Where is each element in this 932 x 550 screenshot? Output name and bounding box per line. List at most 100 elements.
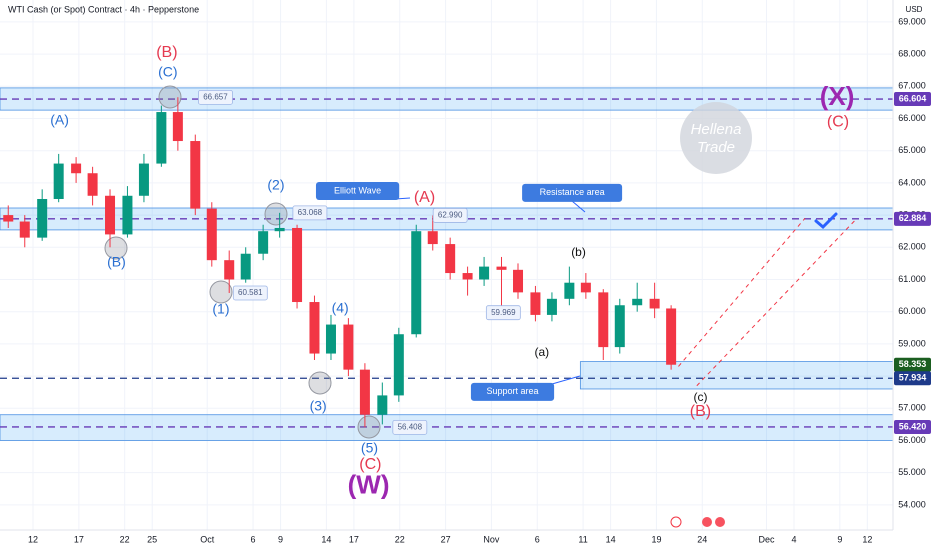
candle-body <box>445 244 456 274</box>
currency: USD <box>906 5 923 14</box>
pivot-marker <box>158 85 182 109</box>
callout-text: Support area <box>486 386 538 396</box>
x-tick-label: 24 <box>697 534 707 544</box>
x-tick-label: 6 <box>251 534 256 544</box>
wave-label: (4) <box>332 299 349 315</box>
pivot-marker <box>264 202 288 226</box>
price-tag-bg <box>232 285 268 301</box>
watermark-text: Trade <box>697 139 735 156</box>
candle-body <box>580 282 591 293</box>
level-label: 57.934 <box>899 373 927 383</box>
candle-body <box>309 302 320 354</box>
wave-label: (A) <box>414 189 435 206</box>
event-icon <box>670 516 682 528</box>
x-tick-label: 25 <box>147 534 157 544</box>
x-tick-label: 4 <box>791 534 796 544</box>
candle-body <box>632 298 643 306</box>
x-tick-label: 27 <box>441 534 451 544</box>
x-tick-label: 22 <box>120 534 130 544</box>
callout-box <box>522 183 623 202</box>
candle-body <box>598 292 609 348</box>
level-label-bg <box>894 92 931 107</box>
level-label: 62.884 <box>899 213 927 223</box>
candle-body <box>71 163 82 174</box>
y-tick-label: 61.000 <box>898 274 926 284</box>
price-tag: 59.969 <box>491 308 516 317</box>
projection-line <box>678 217 806 367</box>
candle-body <box>325 324 336 354</box>
x-tick-label: 12 <box>28 534 38 544</box>
candle-body <box>393 334 404 396</box>
candle-body <box>224 260 235 280</box>
y-tick-label: 59.000 <box>898 338 926 348</box>
candle-body <box>87 173 98 196</box>
candle-body <box>462 273 473 280</box>
x-tick-label: 14 <box>321 534 331 544</box>
candle-body <box>53 163 64 199</box>
x-tick-label: Dec <box>758 534 775 544</box>
candle-body <box>37 198 48 238</box>
price-tag: 63.068 <box>298 208 323 217</box>
x-tick-label: 6 <box>535 534 540 544</box>
pivot-marker <box>308 371 332 395</box>
y-tick-label: 65.000 <box>898 145 926 155</box>
x-tick-label: 19 <box>651 534 661 544</box>
callout-box <box>470 382 555 401</box>
x-tick-label: Oct <box>200 534 215 544</box>
projection-line <box>696 219 856 387</box>
candle-body <box>156 112 167 164</box>
price-tag: 56.408 <box>398 422 423 431</box>
candle-body <box>496 266 507 270</box>
wave-label: (C) <box>827 113 849 130</box>
watermark-text: Hellena <box>691 121 742 138</box>
price-tag-bg <box>432 208 468 223</box>
candle-body <box>614 305 625 348</box>
candle-body <box>530 292 541 315</box>
wave-label: (a) <box>535 345 550 359</box>
candle-body <box>138 163 149 196</box>
y-tick-label: 64.000 <box>898 177 926 187</box>
candle-body <box>105 195 116 235</box>
candle-body <box>292 227 303 303</box>
candle-body <box>377 395 388 415</box>
candle-body <box>513 269 524 293</box>
price-tag: 66.657 <box>203 92 228 101</box>
candle-body <box>649 298 660 309</box>
event-icon <box>702 517 712 527</box>
callout-pointer <box>571 200 586 213</box>
y-tick-label: 55.000 <box>898 467 926 477</box>
callout-box <box>315 181 400 200</box>
x-tick-label: 17 <box>349 534 359 544</box>
wave-label: (B) <box>156 44 177 61</box>
pivot-marker <box>209 280 233 304</box>
price-tag: 62.990 <box>438 211 463 220</box>
candle-body <box>122 195 133 235</box>
y-tick-label: 57.000 <box>898 403 926 413</box>
level-label-bg <box>894 371 931 386</box>
candle-body <box>240 253 251 280</box>
candle-body <box>274 227 285 232</box>
y-tick-label: 68.000 <box>898 48 926 58</box>
callout-text: Elliott Wave <box>334 185 381 195</box>
checkmark <box>814 212 838 230</box>
wave-label: (B) <box>107 253 126 269</box>
level-label: 66.604 <box>899 93 927 103</box>
candle-body <box>411 231 422 335</box>
wave-label: (A) <box>50 111 69 127</box>
x-tick-label: 11 <box>578 534 587 544</box>
wave-label: (1) <box>212 300 229 316</box>
y-tick-label: 69.000 <box>898 16 926 26</box>
price-tag-bg <box>292 205 328 221</box>
candle-body <box>343 324 354 370</box>
callout-text: Resistance area <box>540 187 605 197</box>
y-tick-label: 67.000 <box>898 81 926 91</box>
y-tick-label: 60.000 <box>898 306 926 316</box>
candle-body <box>190 141 201 209</box>
candle-body <box>479 266 490 280</box>
candle-body <box>359 369 370 415</box>
y-tick-label: 56.000 <box>898 435 926 445</box>
price-tag: 60.581 <box>238 288 263 297</box>
price-tag-bg <box>392 419 428 435</box>
